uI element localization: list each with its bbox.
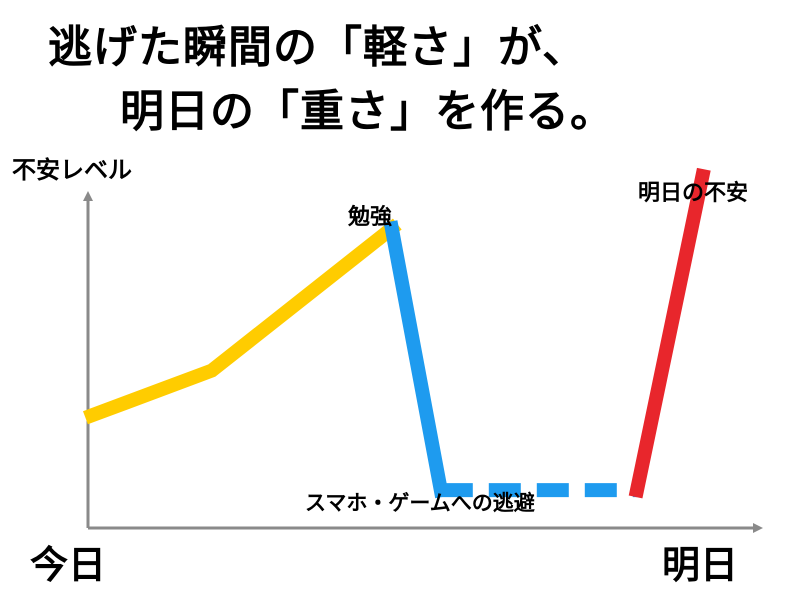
series-layer	[92, 176, 702, 490]
series-line-3	[637, 176, 702, 490]
x-axis-end-label: 明日	[662, 543, 738, 587]
series-line-0	[92, 228, 392, 415]
x-axis-start-label: 今日	[30, 543, 106, 587]
series-line-1	[392, 228, 441, 490]
annotation-tomorrow: 明日の不安	[638, 180, 748, 206]
annotation-escape: スマホ・ゲームへの逃避	[305, 491, 535, 515]
y-axis-label: 不安レベル	[12, 156, 132, 184]
annotation-study: 勉強	[347, 204, 392, 230]
